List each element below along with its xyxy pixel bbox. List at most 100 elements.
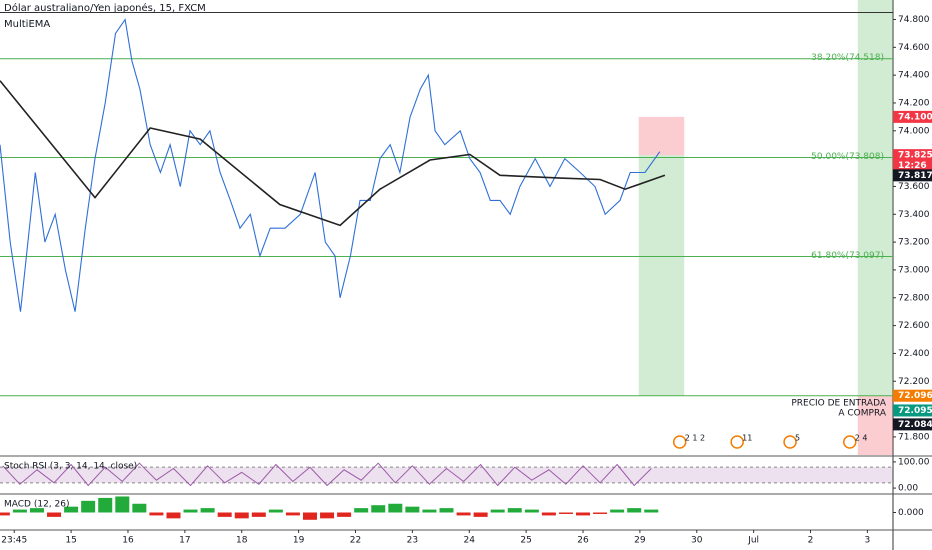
- macd-bar: [149, 512, 164, 516]
- macd-bar: [490, 509, 505, 513]
- target-zone: [857, 0, 893, 396]
- macd-bar: [524, 509, 539, 513]
- event-icon: [672, 435, 687, 449]
- price-line: [0, 18, 661, 312]
- macd-bar: [29, 508, 44, 513]
- macd-bar: [371, 505, 386, 513]
- level-label: 50.00%(73.808): [811, 152, 884, 162]
- x-tick-label: 30: [691, 536, 703, 546]
- macd-bar: [183, 509, 198, 513]
- macd-bar: [0, 512, 10, 516]
- macd-bar: [81, 500, 96, 513]
- macd-bar: [405, 506, 420, 513]
- macd-bar: [251, 512, 266, 517]
- price-line: [0, 80, 666, 227]
- x-tick-label: 15: [65, 536, 76, 546]
- y-tick-label: 74.000: [898, 126, 930, 136]
- x-tick-label: 19: [293, 536, 305, 546]
- event-icon: [783, 435, 797, 449]
- macd-bar: [456, 512, 471, 516]
- x-tick-label: 26: [577, 536, 589, 546]
- macd-bar: [422, 509, 437, 513]
- y-tick-label: 72.600: [898, 321, 930, 331]
- y-tick-label: 73.400: [898, 210, 930, 220]
- x-tick-label: 24: [464, 536, 476, 546]
- macd-bar: [132, 503, 147, 513]
- price-label-box: [893, 404, 932, 417]
- macd-bar: [302, 512, 317, 520]
- y-tick-label: 73.200: [898, 238, 930, 248]
- x-tick-label: Jul: [747, 536, 759, 546]
- y-tick-label: 0.00: [898, 484, 918, 494]
- y-tick-label: 74.200: [898, 98, 930, 108]
- macd-bar: [593, 512, 608, 514]
- macd-bar: [166, 512, 181, 519]
- macd-bar: [610, 509, 625, 513]
- x-tick-label: 17: [179, 536, 190, 546]
- stop-zone: [857, 395, 893, 455]
- macd-bar: [337, 512, 352, 517]
- price-label-box: [893, 110, 932, 123]
- macd-bar: [217, 512, 232, 517]
- macd-bar: [473, 512, 488, 517]
- x-tick-label: 29: [634, 536, 646, 546]
- macd-bar: [115, 496, 130, 513]
- target-zone: [638, 155, 685, 396]
- price-label-box: [893, 418, 932, 431]
- price-label: 12:26: [898, 161, 927, 171]
- x-tick-label: 2: [808, 536, 814, 546]
- macd-bar: [627, 508, 642, 513]
- level-label: 38.20%(74.518): [811, 53, 884, 63]
- event-label: 11: [742, 434, 752, 443]
- macd-bar: [507, 508, 522, 513]
- price-label: 73.825: [898, 151, 932, 161]
- rsi-line: [2, 462, 652, 487]
- entry-note: PRECIO DE ENTRADA: [791, 399, 886, 409]
- y-tick-label: 72.400: [898, 349, 930, 359]
- y-tick-label: 74.400: [898, 71, 930, 81]
- x-tick-label: 3: [865, 536, 871, 546]
- price-label-box: [893, 149, 932, 162]
- macd-bar: [200, 508, 215, 513]
- macd-bar: [285, 512, 300, 516]
- macd-bar: [234, 512, 249, 519]
- macd-bar: [541, 512, 556, 516]
- y-tick-label: 0.000: [898, 508, 924, 518]
- event-icon: [730, 435, 744, 449]
- indicator-name: MultiEMA: [4, 19, 50, 30]
- x-tick-label: 23: [407, 536, 418, 546]
- entry-note: A COMPRA: [838, 409, 886, 419]
- macd-bar: [268, 509, 283, 513]
- event-label: 5: [795, 434, 800, 443]
- pane-title: MACD (12, 26): [4, 500, 70, 510]
- macd-bar: [576, 512, 591, 516]
- price-label-box: [893, 389, 932, 402]
- x-tick-label: 18: [236, 536, 248, 546]
- y-tick-label: 73.000: [898, 265, 930, 275]
- y-tick-label: 74.800: [898, 15, 930, 25]
- y-tick-label: 71.800: [898, 432, 930, 442]
- rsi-band: [0, 467, 893, 483]
- event-label: 2 1 2: [685, 434, 705, 443]
- y-tick-label: 74.600: [898, 43, 930, 53]
- macd-bar: [558, 512, 573, 514]
- stop-zone: [638, 116, 685, 156]
- macd-bar: [320, 512, 335, 519]
- event-label: 2 4: [855, 434, 868, 443]
- price-label: 73.817: [898, 171, 932, 181]
- price-label: 72.084: [898, 420, 932, 430]
- y-tick-label: 100.00: [898, 457, 930, 467]
- price-label: 74.100: [898, 112, 932, 122]
- macd-bar: [354, 508, 369, 513]
- x-tick-label: 23:45: [1, 536, 27, 546]
- macd-bar: [47, 512, 62, 517]
- macd-bar: [98, 497, 113, 513]
- price-label-box: [893, 159, 932, 172]
- event-icon: [843, 435, 857, 449]
- symbol-title: Dólar australiano/Yen japonés, 15, FXCM: [4, 2, 206, 14]
- macd-bar: [64, 506, 79, 513]
- x-tick-label: 22: [350, 536, 361, 546]
- macd-bar: [644, 509, 659, 513]
